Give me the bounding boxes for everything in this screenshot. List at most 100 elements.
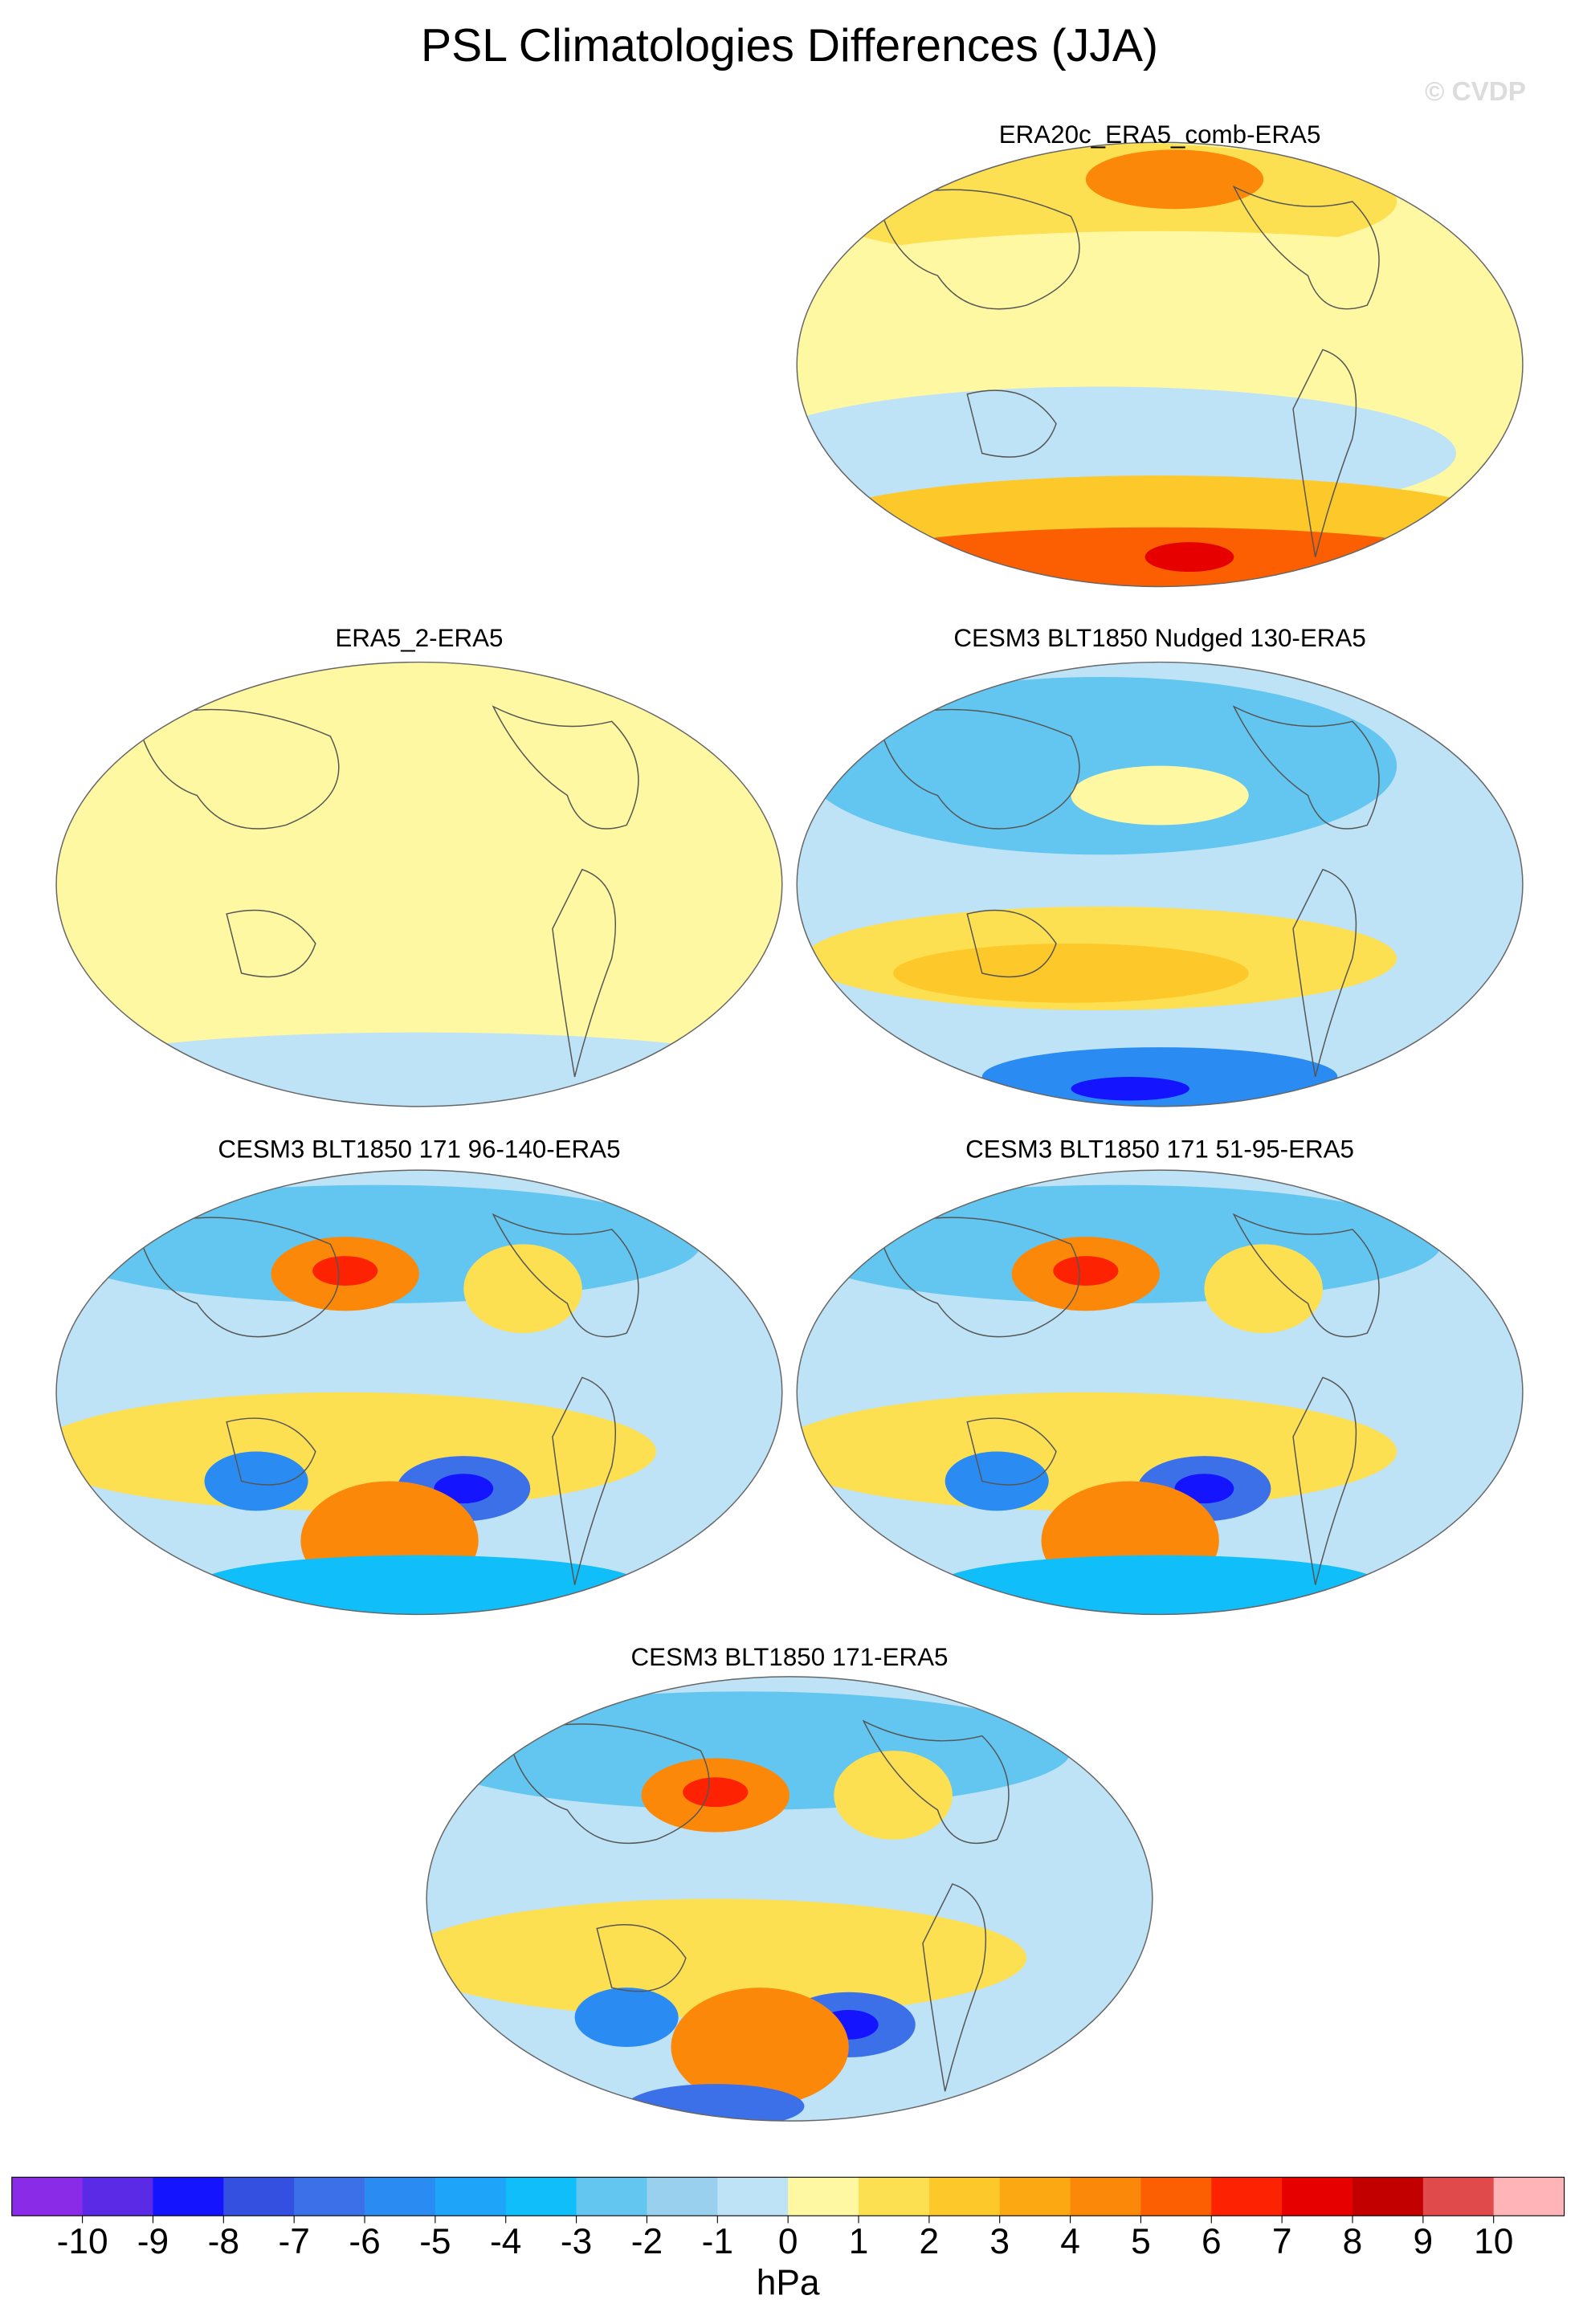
map-field	[204, 1451, 308, 1511]
panel-title: CESM3 BLT1850 Nudged 130-ERA5	[953, 624, 1365, 652]
colorbar-tick-label: 5	[1131, 2222, 1151, 2261]
map-border	[426, 1676, 1153, 2122]
map-field	[330, 928, 686, 1048]
colorbar-box	[928, 2177, 1001, 2216]
colorbar-box	[365, 2177, 436, 2216]
map-panel	[56, 1170, 782, 1615]
colorbar-box	[1070, 2177, 1141, 2216]
panel-title: CESM3 BLT1850 171 51-95-ERA5	[965, 1135, 1354, 1163]
colorbar-box	[82, 2177, 154, 2216]
colorbar-tick-label: 6	[1202, 2222, 1222, 2261]
colorbar-tick-label: 10	[1474, 2222, 1513, 2261]
map-field	[1071, 765, 1249, 826]
coastline	[922, 1883, 987, 2092]
map-field	[626, 2084, 805, 2122]
colorbar-tick-label: 9	[1414, 2222, 1434, 2261]
colorbar-box	[1352, 2177, 1424, 2216]
coastline	[1292, 1376, 1357, 1585]
map-field	[426, 1898, 1027, 2018]
colorbar-tick-label: 2	[920, 2222, 940, 2261]
coastline	[1232, 185, 1380, 310]
map-panel	[56, 662, 782, 1107]
map-field	[893, 943, 1249, 1003]
map-field	[945, 1451, 1049, 1511]
colorbar-tick-label: -1	[702, 2222, 733, 2261]
map-border	[796, 141, 1524, 588]
coastline	[862, 1719, 1010, 1845]
map-field	[434, 1474, 494, 1504]
coastline	[552, 868, 617, 1078]
coastline	[226, 909, 316, 978]
colorbar-box	[1422, 2177, 1495, 2216]
coastline	[1292, 868, 1357, 1078]
map-border	[55, 1169, 783, 1616]
panel-title: ERA20c_ERA5_comb-ERA5	[999, 120, 1321, 149]
colorbar-box	[999, 2177, 1071, 2216]
colorbar-tick-label: -9	[137, 2222, 169, 2261]
map-panel	[426, 1676, 1153, 2122]
coastline	[966, 1417, 1057, 1486]
map-panel	[797, 662, 1523, 1107]
coastline	[507, 1723, 710, 1845]
colorbar-box	[576, 2177, 647, 2216]
map-border	[55, 661, 783, 1107]
coastline	[966, 909, 1057, 978]
map-field	[574, 1988, 679, 2047]
map-field	[463, 1244, 582, 1334]
colorbar-tick-label: -4	[490, 2222, 521, 2261]
coastline	[492, 705, 639, 830]
colorbar-tick-label: -5	[419, 2222, 451, 2261]
colorbar-box	[788, 2177, 859, 2216]
map-field	[981, 1047, 1338, 1107]
coastline	[596, 1924, 687, 1992]
colorbar-tick-label: 8	[1343, 2222, 1363, 2261]
colorbar-box	[1493, 2177, 1565, 2216]
map-panel	[797, 142, 1523, 587]
map-field	[312, 1256, 378, 1286]
coastline	[492, 1213, 639, 1338]
coastline	[877, 1217, 1080, 1338]
colorbar-label: hPa	[757, 2264, 820, 2303]
colorbar-tick-label: 0	[778, 2222, 798, 2261]
coastline	[966, 389, 1057, 458]
colorbar-box	[153, 2177, 224, 2216]
colorbar-tick-label: 1	[849, 2222, 869, 2261]
map-field	[683, 1777, 749, 1808]
map-field	[1085, 149, 1264, 210]
coastline	[877, 189, 1080, 310]
map-field	[671, 1988, 849, 2106]
panel-title: CESM3 BLT1850 171 96-140-ERA5	[218, 1135, 620, 1163]
coastline	[877, 708, 1080, 830]
colorbar-tick-label: -10	[57, 2222, 108, 2261]
colorbar-tick-label: -8	[208, 2222, 239, 2261]
colorbar-box	[1282, 2177, 1353, 2216]
colorbar-box	[294, 2177, 365, 2216]
colorbar-tick-label: -7	[278, 2222, 309, 2261]
watermark: © CVDP	[1425, 77, 1526, 107]
map-panel	[797, 1170, 1523, 1615]
colorbar-tick-label: 4	[1060, 2222, 1080, 2261]
coastline	[552, 1376, 617, 1585]
map-border	[796, 1169, 1524, 1616]
coastline	[1292, 349, 1357, 557]
colorbar-tick-label: -3	[561, 2222, 592, 2261]
colorbar-box	[647, 2177, 718, 2216]
colorbar-tick-label: -6	[349, 2222, 380, 2261]
panel-title: CESM3 BLT1850 171-ERA5	[631, 1643, 949, 1671]
colorbar-box	[1211, 2177, 1283, 2216]
colorbar-box	[435, 2177, 507, 2216]
figure-title: PSL Climatologies Differences (JJA)	[421, 20, 1158, 71]
map-field	[937, 1555, 1382, 1615]
coastline	[1232, 1213, 1380, 1338]
colorbar-box	[505, 2177, 577, 2216]
colorbar-box	[11, 2177, 84, 2216]
map-field	[1174, 1474, 1234, 1504]
map-field	[197, 1555, 642, 1615]
coastline	[137, 1217, 340, 1338]
map-field	[804, 676, 1397, 855]
map-field	[834, 1751, 953, 1840]
map-field	[1204, 1244, 1323, 1334]
map-field	[1071, 1076, 1189, 1101]
coastline	[137, 708, 340, 830]
map-field	[1144, 542, 1234, 573]
